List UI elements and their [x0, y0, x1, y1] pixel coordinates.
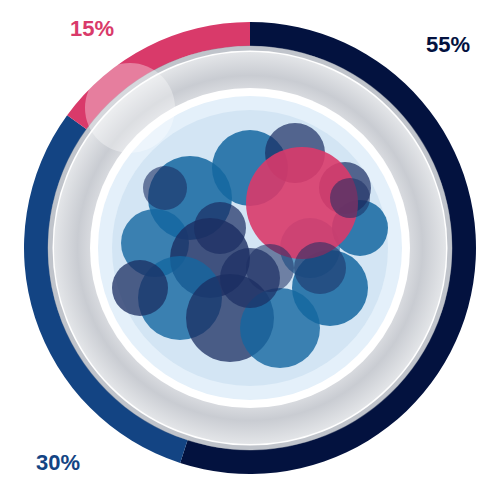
bubble — [112, 260, 168, 316]
highlight — [85, 63, 175, 153]
bubble — [143, 166, 187, 210]
bubble — [330, 178, 370, 218]
inner-outline — [50, 48, 450, 448]
donut — [24, 22, 476, 474]
bubble — [246, 244, 294, 292]
gray-ring — [54, 52, 446, 444]
slices — [24, 22, 476, 474]
data-label: 15% — [70, 16, 114, 41]
data-labels: 55% 30% 15% — [36, 16, 470, 475]
data-label: 30% — [36, 450, 80, 475]
bubbles — [112, 123, 388, 368]
bubble — [294, 242, 346, 294]
data-label: 55% — [426, 32, 470, 57]
chart: 55% 30% 15% — [0, 0, 483, 489]
inner-disc — [112, 110, 388, 386]
bubble — [194, 202, 246, 254]
